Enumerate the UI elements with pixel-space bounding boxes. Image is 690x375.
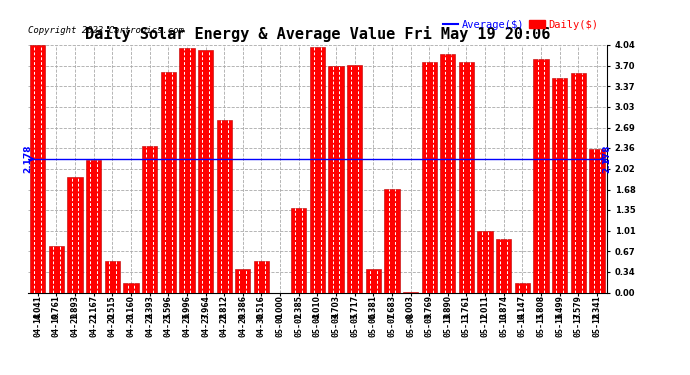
Text: 3.703: 3.703 xyxy=(331,295,341,319)
Text: 1.385: 1.385 xyxy=(294,295,304,319)
Bar xyxy=(86,160,101,292)
Text: 3.964: 3.964 xyxy=(201,295,210,319)
Bar xyxy=(496,239,511,292)
Text: 3.579: 3.579 xyxy=(574,295,583,319)
Legend: Average($), Daily($): Average($), Daily($) xyxy=(438,15,602,34)
Text: 0.000: 0.000 xyxy=(275,295,285,319)
Text: 1.683: 1.683 xyxy=(388,295,397,319)
Text: 2.393: 2.393 xyxy=(145,295,154,319)
Bar xyxy=(384,189,400,292)
Text: 1.011: 1.011 xyxy=(481,295,490,319)
Text: 2.812: 2.812 xyxy=(219,295,228,319)
Bar xyxy=(533,59,549,292)
Text: 4.010: 4.010 xyxy=(313,295,322,319)
Text: 0.160: 0.160 xyxy=(126,295,135,319)
Text: 0.381: 0.381 xyxy=(369,295,378,319)
Bar xyxy=(347,65,362,292)
Text: 3.761: 3.761 xyxy=(462,295,471,319)
Bar xyxy=(459,62,474,292)
Text: 3.996: 3.996 xyxy=(182,295,191,319)
Text: 0.761: 0.761 xyxy=(52,295,61,319)
Bar xyxy=(552,78,567,292)
Text: 2.167: 2.167 xyxy=(89,295,98,319)
Text: 2.341: 2.341 xyxy=(593,295,602,319)
Bar xyxy=(328,66,344,292)
Bar xyxy=(198,50,213,292)
Bar xyxy=(235,269,250,292)
Bar xyxy=(161,72,176,292)
Bar xyxy=(440,54,455,292)
Text: 0.515: 0.515 xyxy=(108,295,117,319)
Bar xyxy=(254,261,269,292)
Bar xyxy=(105,261,120,292)
Bar xyxy=(68,177,83,292)
Text: 0.874: 0.874 xyxy=(500,295,509,319)
Bar xyxy=(30,45,46,292)
Text: 3.890: 3.890 xyxy=(444,295,453,319)
Bar xyxy=(589,149,604,292)
Text: 2.178: 2.178 xyxy=(23,145,32,173)
Text: 0.516: 0.516 xyxy=(257,295,266,319)
Text: 4.041: 4.041 xyxy=(33,295,42,319)
Bar xyxy=(571,73,586,292)
Bar xyxy=(142,146,157,292)
Text: 1.893: 1.893 xyxy=(70,295,79,319)
Title: Daily Solar Energy & Average Value Fri May 19 20:06: Daily Solar Energy & Average Value Fri M… xyxy=(85,27,550,42)
Text: 2.178: 2.178 xyxy=(602,145,612,173)
Text: 3.808: 3.808 xyxy=(537,295,546,319)
Bar xyxy=(422,62,437,292)
Bar xyxy=(49,246,64,292)
Bar xyxy=(477,231,493,292)
Text: 3.717: 3.717 xyxy=(350,295,359,319)
Bar xyxy=(124,283,139,292)
Text: 3.499: 3.499 xyxy=(555,295,564,319)
Text: Copyright 2023 Cartronics.com: Copyright 2023 Cartronics.com xyxy=(28,26,184,35)
Bar xyxy=(310,47,325,292)
Bar xyxy=(291,208,306,292)
Bar xyxy=(515,284,530,292)
Text: 0.386: 0.386 xyxy=(238,295,247,319)
Text: 0.003: 0.003 xyxy=(406,295,415,319)
Text: 3.596: 3.596 xyxy=(164,295,172,319)
Bar xyxy=(217,120,232,292)
Text: 3.769: 3.769 xyxy=(425,295,434,319)
Text: 0.147: 0.147 xyxy=(518,295,527,319)
Bar xyxy=(179,48,195,292)
Bar xyxy=(366,269,381,292)
